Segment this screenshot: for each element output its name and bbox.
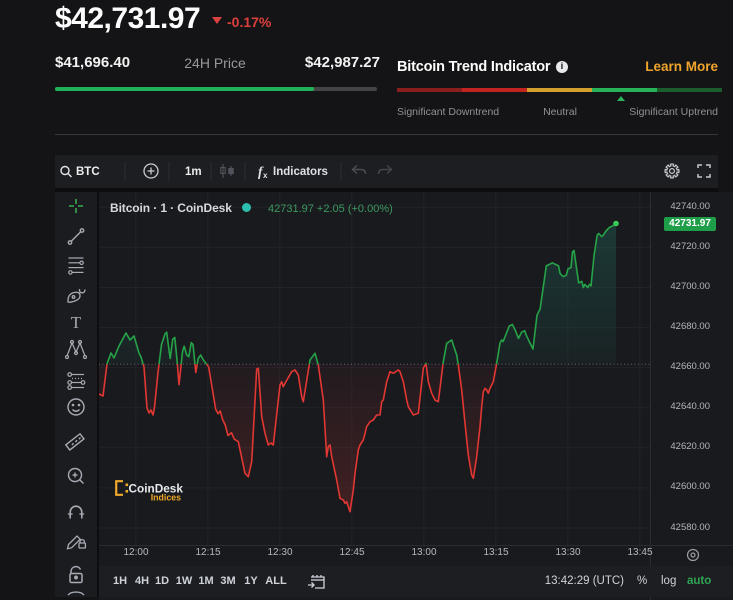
svg-text:Indicators: Indicators <box>273 166 328 178</box>
svg-text:1m: 1m <box>185 166 202 178</box>
svg-text:Indices: Indices <box>151 493 181 503</box>
svg-text:CoinDesk: CoinDesk <box>129 482 184 496</box>
svg-text:T: T <box>71 313 82 332</box>
svg-text:x: x <box>263 171 268 180</box>
svg-text:BTC: BTC <box>76 166 100 178</box>
svg-text:f: f <box>258 164 264 179</box>
